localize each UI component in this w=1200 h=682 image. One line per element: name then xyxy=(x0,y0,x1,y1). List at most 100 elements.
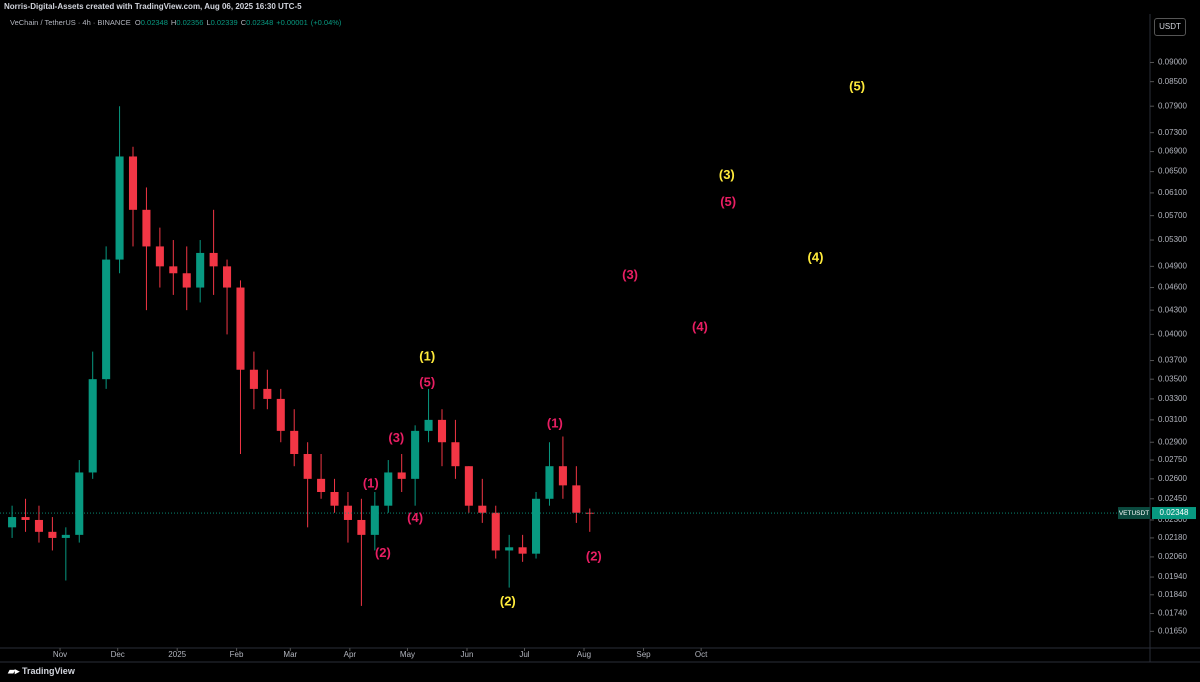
candle-body xyxy=(34,519,43,532)
candle-body xyxy=(61,534,70,538)
candle-body xyxy=(182,273,191,288)
candle-body xyxy=(491,512,500,551)
y-tick-label: 0.02060 xyxy=(1158,552,1187,561)
candle-body xyxy=(518,547,527,554)
candle-body xyxy=(88,379,97,473)
x-tick-label: Oct xyxy=(695,650,708,659)
x-tick-label: May xyxy=(400,650,415,659)
value: 0.02348 xyxy=(140,18,168,27)
wave-label: (5) xyxy=(419,374,435,389)
x-tick-label: Aug xyxy=(577,650,591,659)
y-tick-label: 0.04600 xyxy=(1158,283,1187,292)
symbol-box xyxy=(1118,507,1150,520)
candle-body xyxy=(169,266,178,274)
y-tick-label: 0.03100 xyxy=(1158,415,1187,424)
y-tick-label: 0.04300 xyxy=(1158,305,1187,314)
candle-body xyxy=(370,505,379,535)
y-tick-label: 0.07300 xyxy=(1158,128,1187,137)
symbol-label: VETUSDT xyxy=(1119,510,1149,517)
candle-body xyxy=(545,466,554,499)
candle-body xyxy=(437,419,447,443)
candle-body xyxy=(343,505,352,520)
candle-body xyxy=(142,209,151,247)
y-tick-label: 0.02900 xyxy=(1158,437,1187,446)
candle-body xyxy=(209,252,218,267)
wave-label: (1) xyxy=(363,475,379,490)
value: 0.02348 xyxy=(246,18,274,27)
x-tick-label: Apr xyxy=(344,650,357,659)
y-tick-label: 0.01940 xyxy=(1158,572,1187,581)
candle-body xyxy=(451,442,460,467)
candle-body xyxy=(558,466,567,486)
x-tick-label: 2025 xyxy=(168,650,186,659)
candle-body xyxy=(290,430,299,455)
legend: VeChain / TetherUS · 4h · BINANCE O0.023… xyxy=(10,18,344,27)
x-tick-label: Jun xyxy=(461,650,474,659)
wave-label: (5) xyxy=(720,194,736,209)
y-tick-label: 0.04000 xyxy=(1158,330,1187,339)
y-tick-label: 0.01740 xyxy=(1158,609,1187,618)
wave-label: (2) xyxy=(375,545,391,560)
y-tick-label: 0.06900 xyxy=(1158,147,1187,156)
candle-body xyxy=(330,492,339,506)
wave-label: (5) xyxy=(849,78,865,93)
value: 0.02339 xyxy=(210,18,238,27)
label: L xyxy=(206,18,211,27)
y-tick-label: 0.06100 xyxy=(1158,188,1187,197)
candle-body xyxy=(397,472,406,479)
candle-body xyxy=(223,266,232,288)
wave-label: (2) xyxy=(586,548,602,563)
candle-body xyxy=(317,478,326,493)
y-tick-label: 0.08500 xyxy=(1158,77,1187,86)
candle-body xyxy=(249,369,258,389)
y-tick-label: 0.03700 xyxy=(1158,356,1187,365)
candle-body xyxy=(263,388,272,399)
y-tick-label: 0.01840 xyxy=(1158,590,1187,599)
candle-body xyxy=(8,517,17,528)
footer-brand: ▰▸ TradingView xyxy=(8,666,75,676)
wave-label: (2) xyxy=(500,594,516,609)
y-tick-label: 0.01650 xyxy=(1158,626,1187,635)
candle-body xyxy=(236,287,245,370)
symbol: VeChain / TetherUS · 4h · BINANCE xyxy=(10,18,131,27)
wave-label: (1) xyxy=(419,348,435,363)
wave-label: (4) xyxy=(808,250,824,265)
x-tick-label: Nov xyxy=(53,650,67,659)
candle-body xyxy=(357,519,366,535)
candle-body xyxy=(196,252,205,288)
currency-button[interactable]: USDT xyxy=(1154,18,1186,36)
y-tick-label: 0.02600 xyxy=(1158,474,1187,483)
label: C xyxy=(240,18,247,27)
y-tick-label: 0.05300 xyxy=(1158,235,1187,244)
y-tick-label: 0.04900 xyxy=(1158,261,1187,270)
wave-label: (3) xyxy=(388,430,404,445)
y-tick-label: 0.02180 xyxy=(1158,533,1187,542)
candle-body xyxy=(276,398,285,431)
x-tick-label: Sep xyxy=(636,650,651,659)
wave-label: (3) xyxy=(719,167,735,182)
brand: TradingView xyxy=(21,666,75,676)
price-label: 0.02348 xyxy=(1160,508,1189,517)
candle-body xyxy=(21,517,30,520)
value: 0.02356 xyxy=(176,18,204,27)
wave-label: (4) xyxy=(407,510,423,525)
candle-body xyxy=(115,156,124,260)
change: +0.00001 xyxy=(276,18,308,27)
candle-body xyxy=(585,512,594,514)
label: O xyxy=(134,18,141,27)
x-tick-label: Feb xyxy=(230,650,244,659)
x-tick-label: Dec xyxy=(111,650,125,659)
candle-body xyxy=(478,505,487,513)
price-box xyxy=(1152,507,1196,520)
y-tick-label: 0.09000 xyxy=(1158,58,1187,67)
y-tick-label: 0.05700 xyxy=(1158,211,1187,220)
candle-body xyxy=(572,485,581,513)
x-tick-label: Jul xyxy=(519,650,529,659)
x-tick-label: Mar xyxy=(283,650,297,659)
wave-label: (4) xyxy=(692,319,708,334)
label: H xyxy=(170,18,177,27)
wave-label: (3) xyxy=(622,267,638,282)
candle-body xyxy=(505,547,514,551)
y-tick-label: 0.03300 xyxy=(1158,394,1187,403)
